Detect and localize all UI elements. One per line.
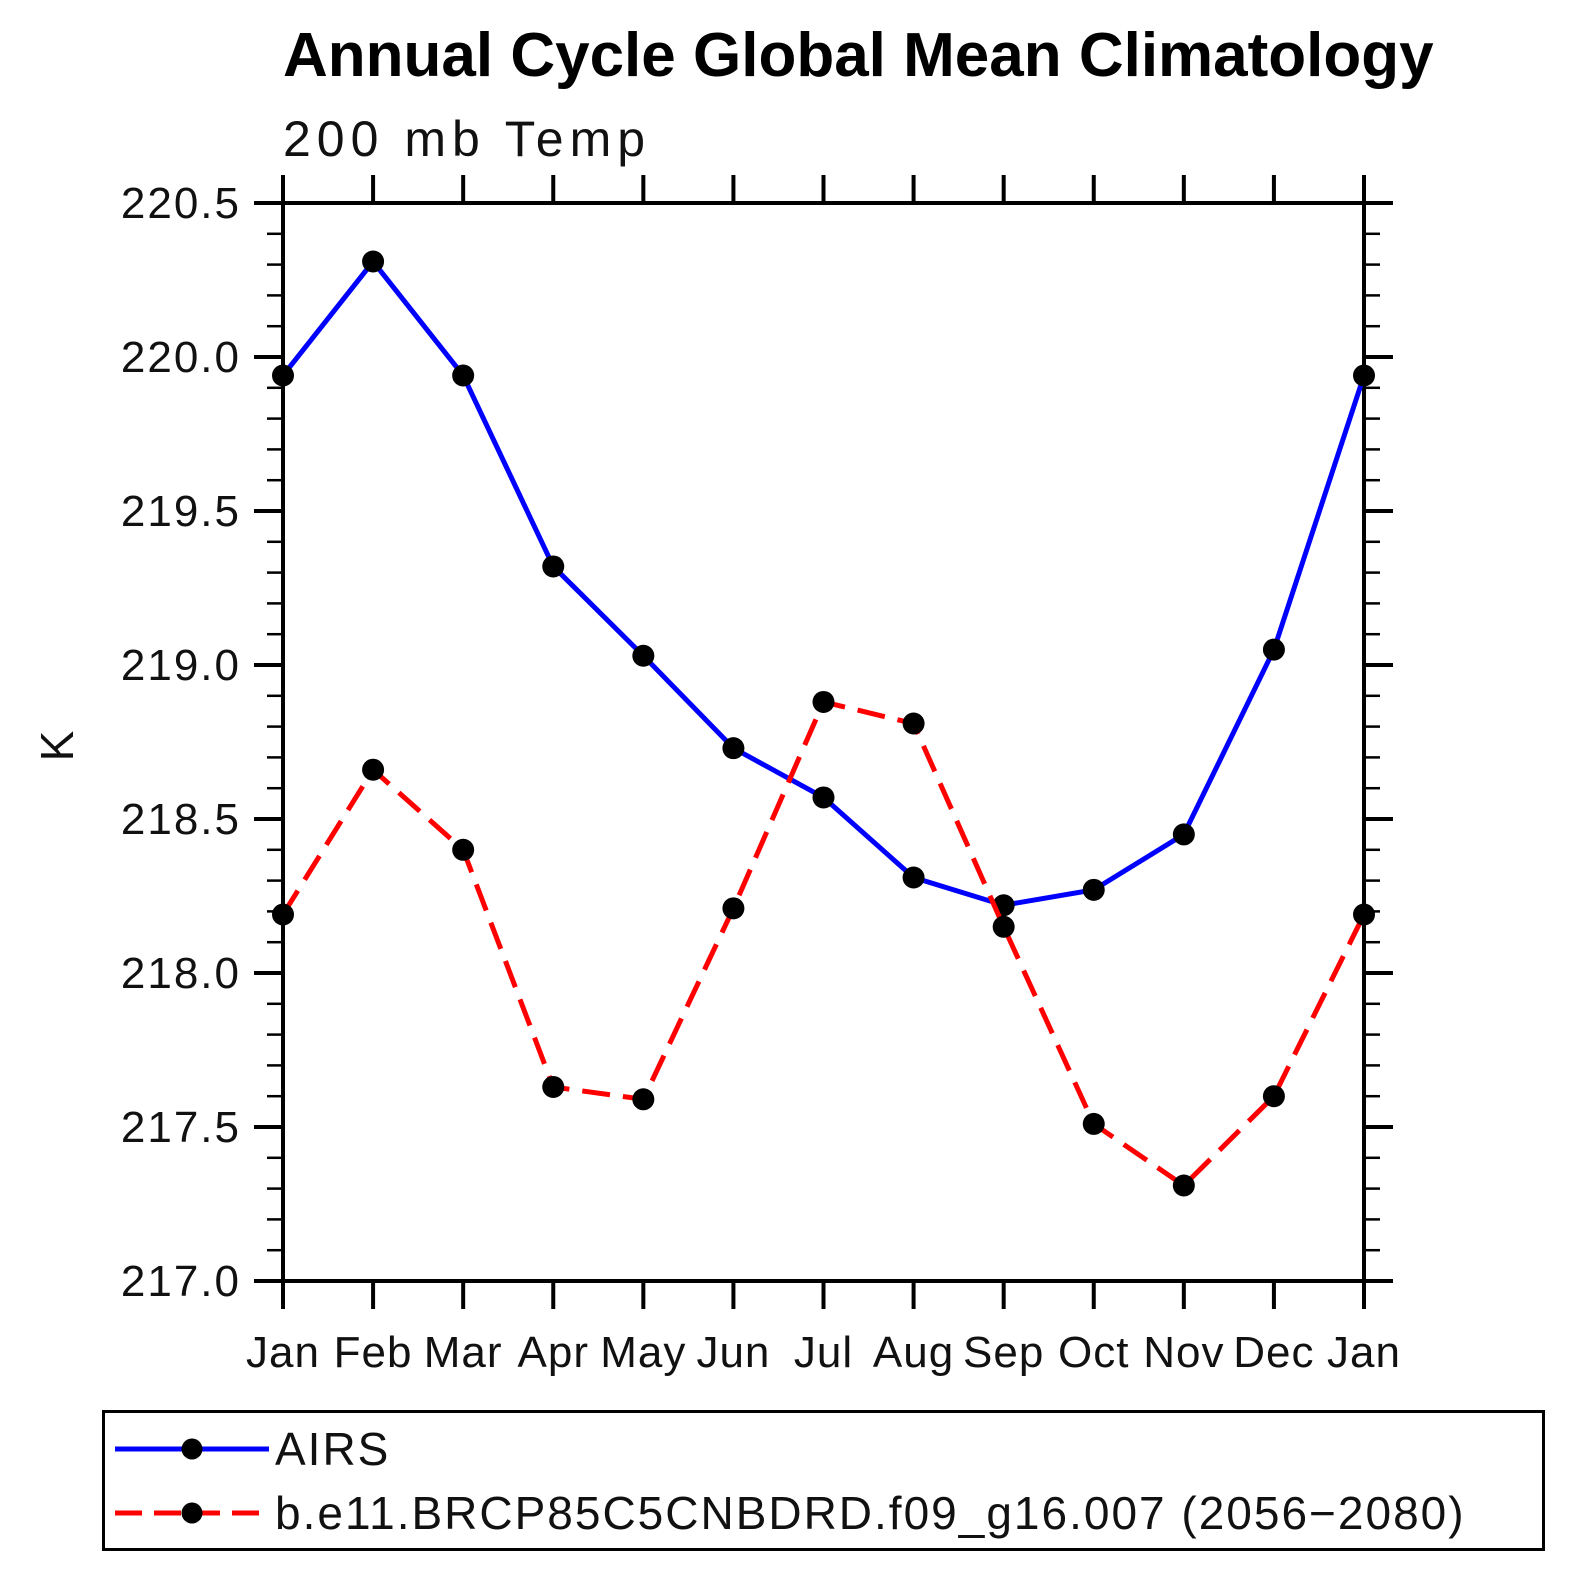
data-point-marker xyxy=(812,786,835,809)
series-line-0 xyxy=(281,257,1367,908)
x-tick-label: Jan xyxy=(246,1328,320,1377)
y-tick-label: 219.5 xyxy=(121,487,241,536)
x-tick-label: Oct xyxy=(1058,1328,1129,1377)
data-point-marker xyxy=(632,644,655,667)
data-point-marker xyxy=(362,758,385,781)
data-point-marker xyxy=(452,838,475,861)
y-tick-label: 217.5 xyxy=(121,1103,241,1152)
y-tick-label: 220.5 xyxy=(121,179,241,228)
x-tick-label: Jan xyxy=(1327,1328,1401,1377)
y-tick-label: 220.0 xyxy=(121,333,241,382)
chart-subtitle: 200 mb Temp xyxy=(283,111,652,167)
data-point-marker xyxy=(902,712,925,735)
legend-sample-model xyxy=(115,1502,269,1523)
data-point-marker xyxy=(272,364,294,387)
x-tick-label: Nov xyxy=(1143,1328,1224,1377)
data-point-marker xyxy=(452,364,475,387)
legend-box: AIRS b.e11.BRCP85C5CNBDRD.f09_g16.007 (2… xyxy=(102,1410,1545,1551)
x-tick-label: Sep xyxy=(963,1328,1044,1377)
data-point-marker xyxy=(722,897,745,920)
y-tick-label: 218.0 xyxy=(121,949,241,998)
y-tick-label: 219.0 xyxy=(121,641,241,690)
data-point-marker xyxy=(1172,823,1195,846)
legend-entry-airs: AIRS xyxy=(111,1423,1542,1475)
data-point-marker xyxy=(1172,1174,1195,1197)
legend-entry-model: b.e11.BRCP85C5CNBDRD.f09_g16.007 (2056−2… xyxy=(111,1487,1542,1539)
x-tick-label: Apr xyxy=(518,1328,589,1377)
legend-label-airs: AIRS xyxy=(275,1422,391,1475)
data-point-marker xyxy=(1082,1112,1105,1135)
chart-title: Annual Cycle Global Mean Climatology xyxy=(283,21,1434,90)
legend-marker-dot xyxy=(181,1502,203,1523)
data-point-marker xyxy=(1262,638,1285,661)
data-point-marker xyxy=(632,1088,655,1111)
axis-ticks xyxy=(254,175,1393,1309)
data-point-marker xyxy=(362,250,385,273)
data-series xyxy=(272,250,1375,1197)
legend-label-model: b.e11.BRCP85C5CNBDRD.f09_g16.007 (2056−2… xyxy=(275,1486,1466,1539)
data-point-marker xyxy=(272,903,294,926)
x-tick-label: Jun xyxy=(696,1328,770,1377)
legend-marker-dot xyxy=(181,1438,203,1459)
x-tick-label: Dec xyxy=(1233,1328,1314,1377)
x-tick-label: Jul xyxy=(794,1328,853,1377)
data-point-marker xyxy=(1353,364,1375,387)
series-line-1 xyxy=(280,699,1367,1189)
axis-frame xyxy=(281,201,1366,1283)
data-point-marker xyxy=(542,555,565,578)
x-tick-label: May xyxy=(600,1328,686,1377)
axis-tick-labels: 217.0 217.5 218.0 218.5 219.0 219.5 220.0 220.5… xyxy=(121,179,1401,1377)
data-point-marker xyxy=(1353,903,1375,926)
y-tick-label: 218.5 xyxy=(121,795,241,844)
data-point-marker xyxy=(902,866,925,889)
data-point-marker xyxy=(1082,878,1105,901)
data-point-marker xyxy=(992,915,1015,938)
data-point-marker xyxy=(542,1075,565,1098)
plot-frame xyxy=(281,201,1366,1283)
data-point-marker xyxy=(1262,1085,1285,1108)
x-tick-label: Feb xyxy=(334,1328,413,1377)
data-point-marker xyxy=(812,690,835,713)
data-point-marker xyxy=(722,737,745,760)
x-tick-label: Mar xyxy=(424,1328,503,1377)
y-tick-label: 217.0 xyxy=(121,1257,241,1306)
x-tick-label: Aug xyxy=(873,1328,954,1377)
legend-sample-airs xyxy=(115,1438,269,1459)
